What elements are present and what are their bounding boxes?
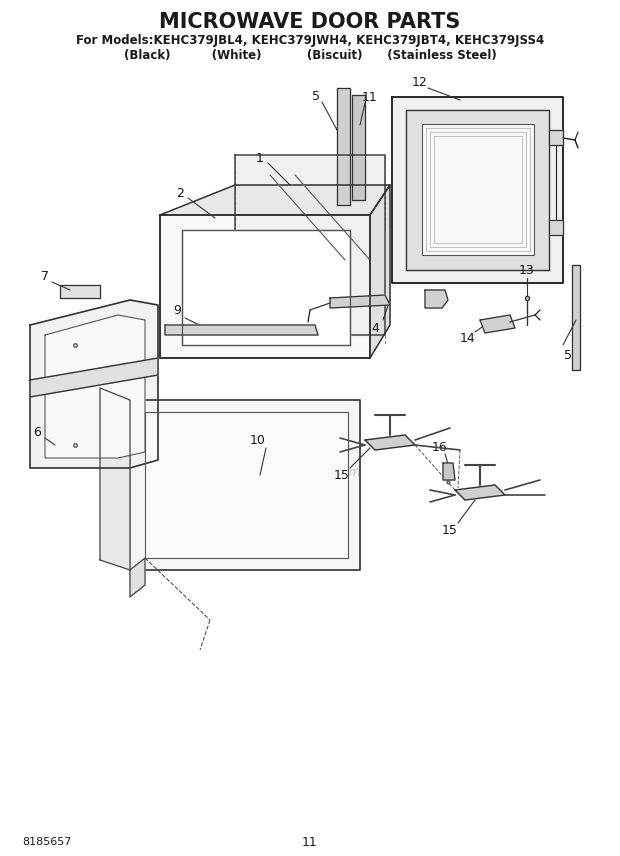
Text: For Models:KEHC379JBL4, KEHC379JWH4, KEHC379JBT4, KEHC379JSS4: For Models:KEHC379JBL4, KEHC379JWH4, KEH…	[76, 33, 544, 46]
Polygon shape	[130, 558, 145, 597]
Text: MICROWAVE DOOR PARTS: MICROWAVE DOOR PARTS	[159, 12, 461, 32]
Polygon shape	[160, 215, 370, 358]
Polygon shape	[30, 358, 158, 397]
Polygon shape	[406, 110, 549, 270]
Polygon shape	[100, 388, 130, 570]
Text: 7: 7	[41, 270, 49, 282]
Polygon shape	[330, 295, 390, 308]
Polygon shape	[443, 463, 455, 480]
Polygon shape	[165, 325, 318, 335]
Text: 11: 11	[302, 835, 318, 848]
Polygon shape	[422, 124, 534, 255]
Text: 5: 5	[564, 348, 572, 361]
Text: eReplacementParts.com: eReplacementParts.com	[209, 466, 361, 479]
Polygon shape	[549, 130, 563, 145]
Text: 15: 15	[334, 468, 350, 482]
Text: 4: 4	[371, 322, 379, 335]
Text: 8185657: 8185657	[22, 837, 71, 847]
Polygon shape	[30, 300, 158, 468]
Polygon shape	[160, 185, 390, 215]
Polygon shape	[45, 315, 145, 458]
Polygon shape	[370, 185, 390, 358]
Text: 16: 16	[432, 441, 448, 454]
Text: 6: 6	[33, 425, 41, 438]
Text: 10: 10	[250, 433, 266, 447]
Polygon shape	[549, 220, 563, 235]
Polygon shape	[425, 290, 448, 308]
Text: 1: 1	[256, 152, 264, 164]
Polygon shape	[352, 95, 365, 200]
Polygon shape	[455, 485, 505, 500]
Text: 15: 15	[442, 524, 458, 537]
Polygon shape	[365, 435, 415, 450]
Polygon shape	[337, 88, 350, 205]
Text: 14: 14	[460, 332, 476, 346]
Text: 9: 9	[173, 305, 181, 318]
Polygon shape	[130, 400, 360, 570]
Polygon shape	[182, 230, 350, 345]
Text: (Black)          (White)           (Biscuit)      (Stainless Steel): (Black) (White) (Biscuit) (Stainless Ste…	[123, 49, 497, 62]
Polygon shape	[572, 265, 580, 370]
Text: 13: 13	[519, 264, 535, 276]
Text: 11: 11	[362, 91, 378, 104]
Polygon shape	[235, 155, 385, 335]
Polygon shape	[145, 412, 348, 558]
Text: 5: 5	[312, 90, 320, 103]
Text: 2: 2	[176, 187, 184, 199]
Polygon shape	[60, 285, 100, 298]
Polygon shape	[392, 97, 563, 283]
Text: 12: 12	[412, 75, 428, 88]
Polygon shape	[480, 315, 515, 333]
